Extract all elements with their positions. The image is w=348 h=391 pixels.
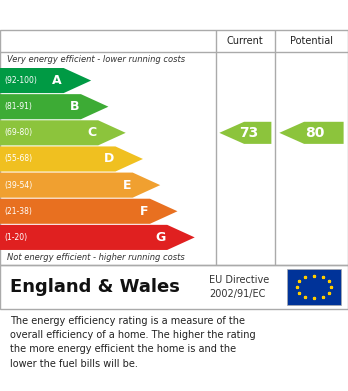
Text: EU Directive
2002/91/EC: EU Directive 2002/91/EC — [209, 275, 269, 299]
Polygon shape — [0, 199, 177, 224]
Polygon shape — [0, 172, 160, 198]
Polygon shape — [0, 120, 126, 145]
Text: (92-100): (92-100) — [4, 76, 37, 85]
Text: 80: 80 — [306, 126, 325, 140]
Polygon shape — [0, 225, 195, 250]
Text: Current: Current — [227, 36, 264, 46]
Text: Potential: Potential — [290, 36, 333, 46]
Text: England & Wales: England & Wales — [10, 278, 180, 296]
Text: A: A — [52, 74, 62, 87]
Text: (21-38): (21-38) — [4, 207, 32, 216]
Text: (55-68): (55-68) — [4, 154, 32, 163]
Text: The energy efficiency rating is a measure of the
overall efficiency of a home. T: The energy efficiency rating is a measur… — [10, 316, 256, 369]
Text: Very energy efficient - lower running costs: Very energy efficient - lower running co… — [7, 56, 185, 65]
Text: (39-54): (39-54) — [4, 181, 32, 190]
Text: (81-91): (81-91) — [4, 102, 32, 111]
Text: Energy Efficiency Rating: Energy Efficiency Rating — [10, 6, 239, 24]
Text: C: C — [87, 126, 96, 139]
Text: G: G — [155, 231, 166, 244]
Text: Not energy efficient - higher running costs: Not energy efficient - higher running co… — [7, 253, 185, 262]
Text: (1-20): (1-20) — [4, 233, 27, 242]
Polygon shape — [279, 122, 343, 144]
Text: D: D — [103, 152, 114, 165]
Polygon shape — [0, 94, 109, 119]
Text: (69-80): (69-80) — [4, 128, 32, 137]
Polygon shape — [219, 122, 271, 144]
Polygon shape — [0, 68, 91, 93]
Polygon shape — [0, 146, 143, 172]
Bar — [287, 269, 341, 305]
Text: B: B — [70, 100, 79, 113]
Text: 73: 73 — [239, 126, 259, 140]
Text: F: F — [140, 205, 148, 218]
Text: E: E — [122, 179, 131, 192]
